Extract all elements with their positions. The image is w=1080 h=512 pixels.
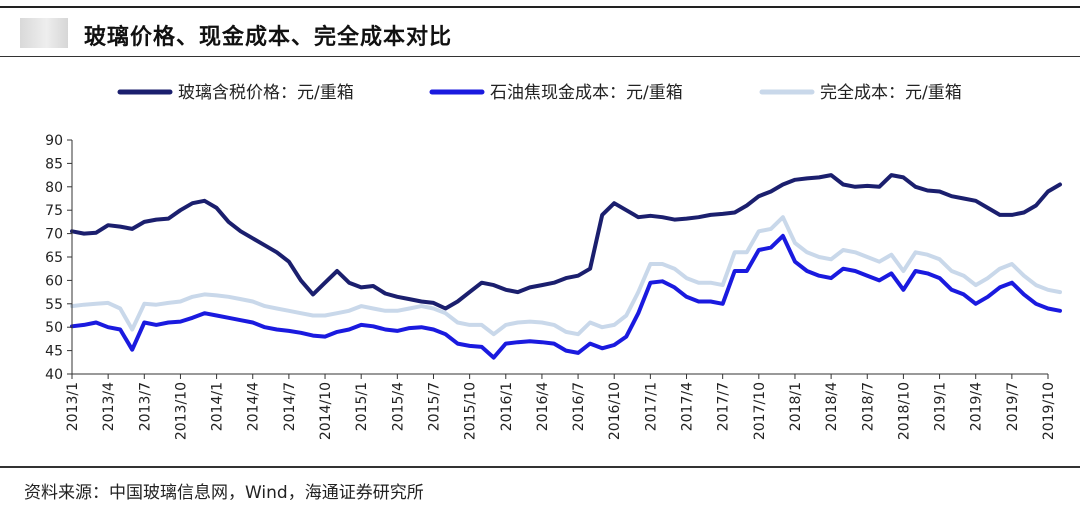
x-tick-label: 2014/7 [282, 382, 298, 431]
plot-area [70, 173, 1062, 360]
source-note: 资料来源：中国玻璃信息网，Wind，海通证券研究所 [24, 483, 424, 503]
x-tick-label: 2016/7 [571, 382, 587, 431]
series-line-2 [70, 215, 1062, 337]
series-line-0 [70, 173, 1062, 311]
x-tick-label: 2014/10 [318, 382, 334, 440]
title-rule [0, 56, 1080, 57]
x-tick-label: 2015/10 [463, 382, 479, 440]
x-tick-label: 2019/10 [1041, 382, 1057, 440]
y-tick-label: 55 [45, 297, 63, 313]
x-tick-label: 2014/1 [210, 382, 226, 431]
x-tick-label: 2017/7 [716, 382, 732, 431]
y-tick-label: 65 [45, 250, 63, 266]
legend: 玻璃含税价格：元/重箱 石油焦现金成本：元/重箱 完全成本：元/重箱 [117, 83, 962, 103]
x-tick-label: 2019/1 [933, 382, 949, 431]
y-tick-label: 60 [45, 273, 63, 289]
chart-title: 玻璃价格、现金成本、完全成本对比 [84, 25, 453, 50]
y-tick-label: 75 [45, 203, 63, 219]
bottom-rule [0, 466, 1080, 468]
series-line-1 [70, 233, 1062, 360]
x-tick-label: 2016/10 [607, 382, 623, 440]
y-tick-label: 50 [45, 320, 63, 336]
top-rule [0, 6, 1080, 8]
y-tick-label: 80 [45, 180, 63, 196]
line-chart: 玻璃含税价格：元/重箱 石油焦现金成本：元/重箱 完全成本：元/重箱 40 45 50 5… [45, 83, 1062, 440]
x-tick-label: 2015/1 [354, 382, 370, 431]
x-tick-label: 2015/7 [426, 382, 442, 431]
x-tick-label: 2017/10 [752, 382, 768, 440]
legend-label-1: 石油焦现金成本：元/重箱 [490, 83, 683, 103]
title-marker-block [20, 18, 68, 48]
y-tick-label: 70 [45, 227, 63, 243]
x-tick-label: 2013/10 [173, 382, 189, 440]
x-tick-label: 2015/4 [390, 382, 406, 431]
x-tick-label: 2016/4 [535, 382, 551, 431]
x-tick-label: 2017/1 [643, 382, 659, 431]
x-tick-label: 2018/1 [788, 382, 804, 431]
x-tick-label: 2018/10 [896, 382, 912, 440]
x-tick-label: 2013/1 [65, 382, 81, 431]
x-tick-label: 2013/4 [101, 382, 117, 431]
x-tick-label: 2016/1 [499, 382, 515, 431]
x-tick-label: 2019/4 [969, 382, 985, 431]
title-row: 玻璃价格、现金成本、完全成本对比 [0, 8, 1080, 58]
y-tick-label: 40 [45, 367, 63, 383]
axes: 40 45 50 55 60 65 70 75 80 85 90 2013/1 2013/4 2013/7… [45, 133, 1057, 440]
legend-label-2: 完全成本：元/重箱 [820, 83, 962, 103]
x-tick-label: 2013/7 [137, 382, 153, 431]
y-tick-label: 85 [45, 156, 63, 172]
y-tick-label: 45 [45, 344, 63, 360]
x-tick-label: 2019/7 [1005, 382, 1021, 431]
x-tick-label: 2017/4 [680, 382, 696, 431]
x-tick-label: 2018/7 [860, 382, 876, 431]
x-tick-label: 2018/4 [824, 382, 840, 431]
x-tick-label: 2014/4 [246, 382, 262, 431]
y-tick-label: 90 [45, 133, 63, 149]
legend-label-0: 玻璃含税价格：元/重箱 [178, 83, 354, 103]
